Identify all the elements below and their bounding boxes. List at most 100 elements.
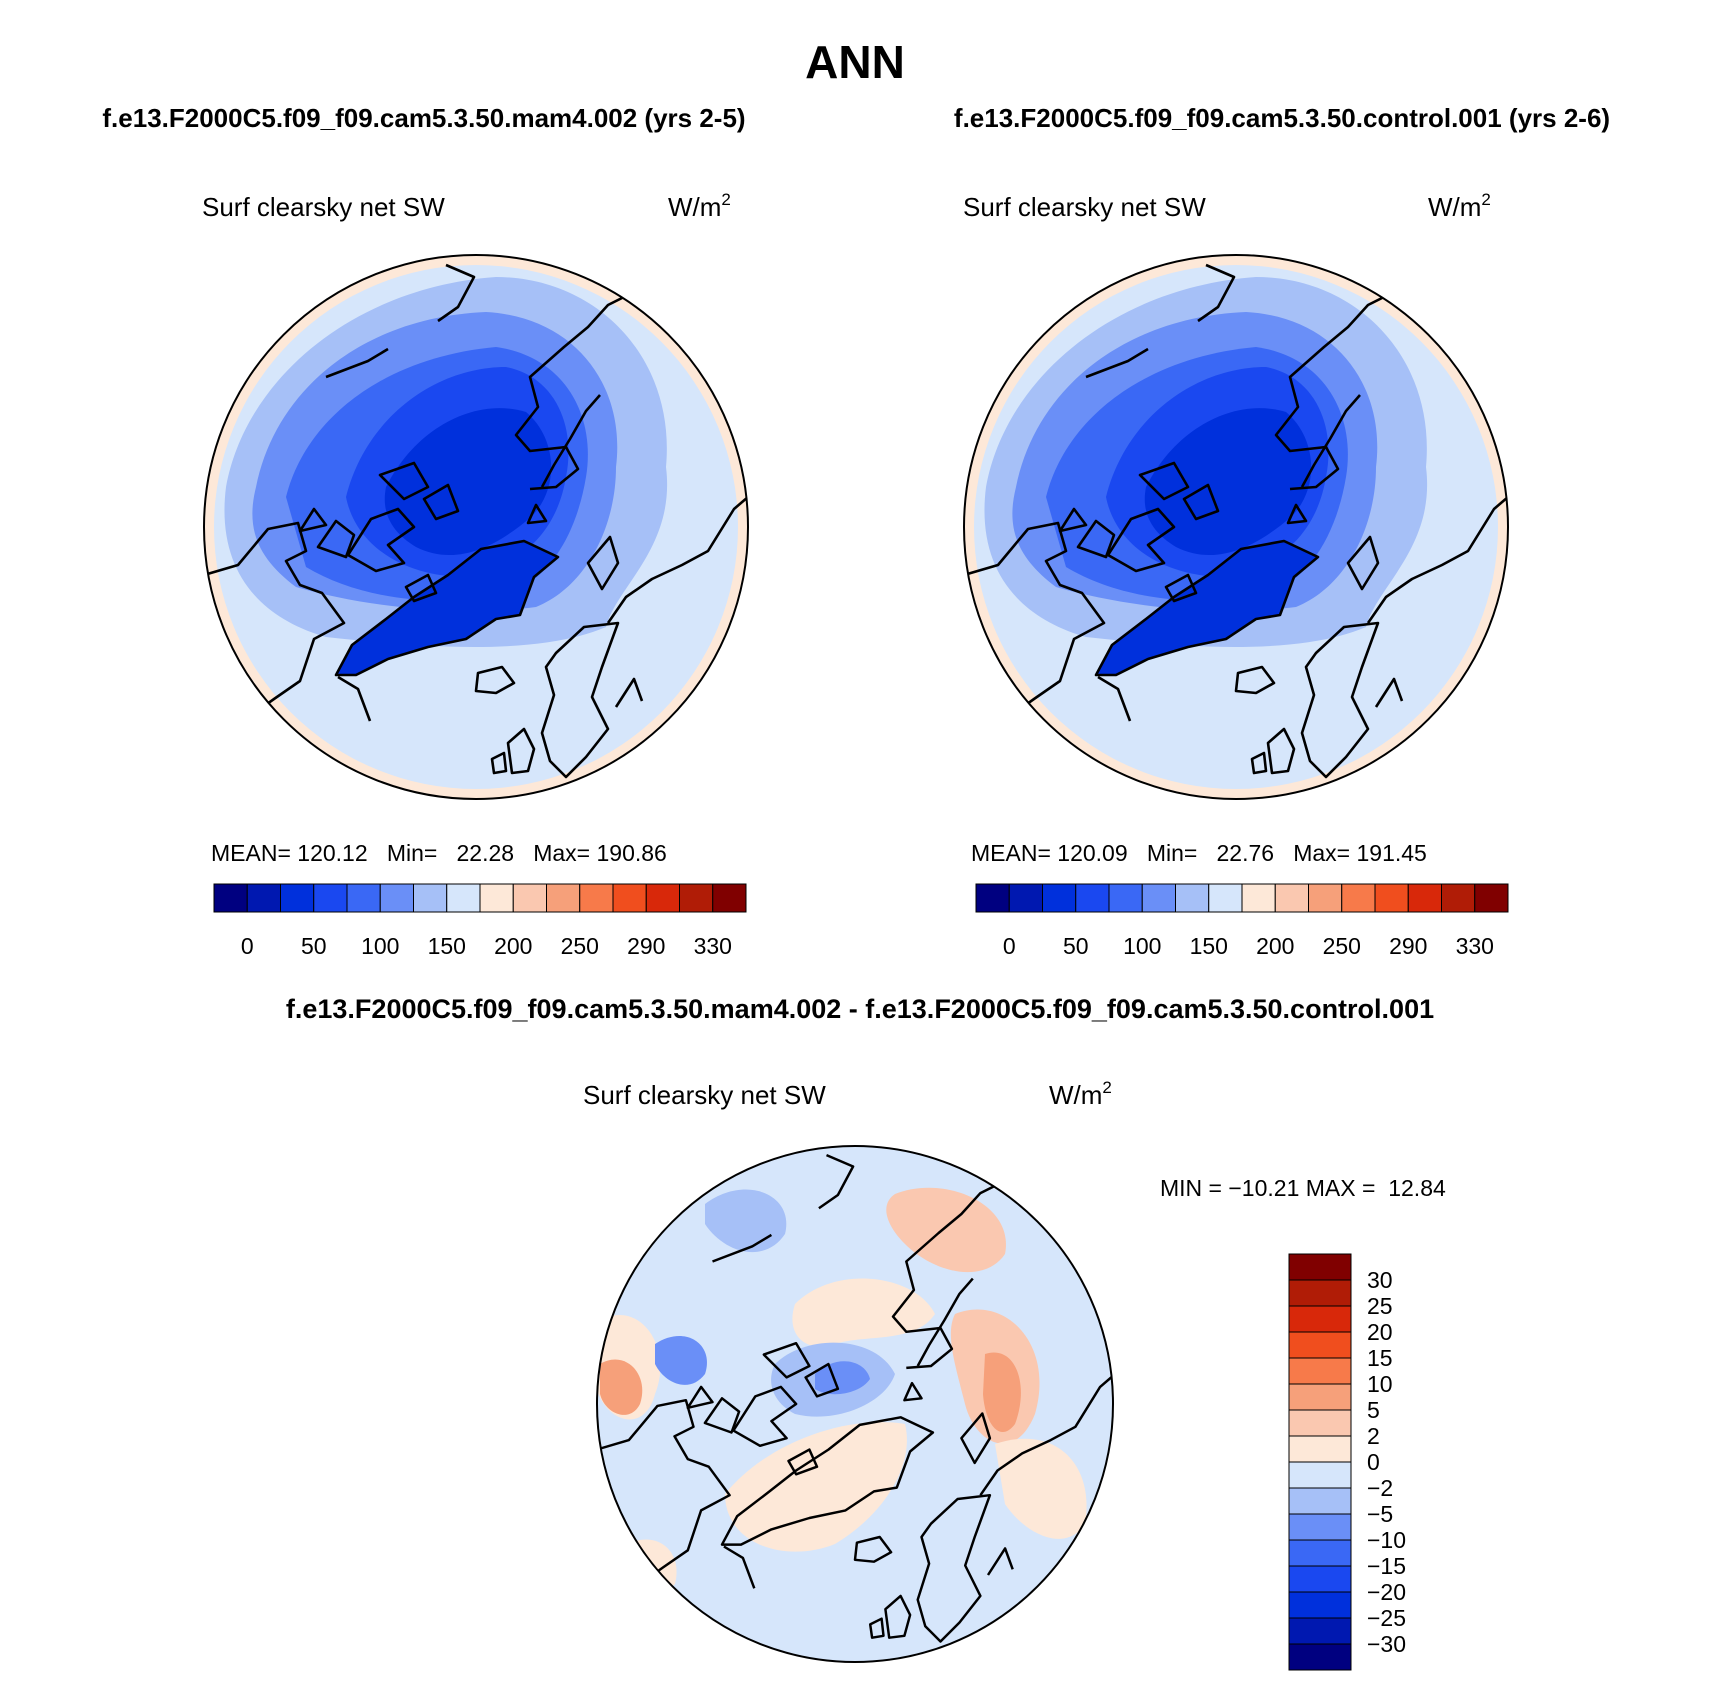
colorbar-swatch [512, 883, 547, 913]
colorbar-swatch [645, 883, 680, 913]
panel-1-max-label: Max= [533, 840, 590, 866]
subtitle-left: f.e13.F2000C5.f09_f09.cam5.3.50.mam4.002… [102, 103, 745, 133]
colorbar-tick-label: 0 [1367, 1449, 1380, 1475]
panel-1-map [203, 254, 749, 800]
colorbar-tick-label: 50 [301, 933, 327, 959]
colorbar-tick-label: 100 [361, 933, 399, 959]
panel-1-units-sup: 2 [721, 190, 730, 209]
panel-1-min-label: Min= [387, 840, 438, 866]
colorbar-swatch [1075, 883, 1110, 913]
subtitle-right: f.e13.F2000C5.f09_f09.cam5.3.50.control.… [954, 103, 1610, 133]
colorbar-swatch [712, 883, 747, 913]
panel-2-colorbar: 0 50 100 150 200 250 290 330 [975, 883, 1509, 959]
panel-1-stats: MEAN= 120.12 Min= 22.28 Max= 190.86 [211, 840, 667, 866]
colorbar-tick-label: 200 [494, 933, 532, 959]
colorbar-tick-label: 10 [1367, 1371, 1393, 1397]
colorbar-swatch [1374, 883, 1409, 913]
colorbar-tick-label: 50 [1063, 933, 1089, 959]
colorbar-swatch [1288, 1643, 1352, 1671]
colorbar-swatch [1288, 1253, 1352, 1281]
panel-2-variable-label: Surf clearsky net SW [963, 192, 1206, 222]
colorbar-swatch [413, 883, 448, 913]
panel-3-max-label: MAX = [1306, 1175, 1376, 1201]
colorbar-swatch [579, 883, 614, 913]
panel-3-max-value: 12.84 [1388, 1175, 1446, 1201]
colorbar-tick-label: −2 [1367, 1475, 1393, 1501]
colorbar-swatch [1288, 1383, 1352, 1411]
panel-3-units-sup: 2 [1102, 1078, 1111, 1097]
panel-1-mean-label: MEAN= [211, 840, 291, 866]
colorbar-swatch [1341, 883, 1376, 913]
colorbar-tick-label: 5 [1367, 1397, 1380, 1423]
colorbar-swatch [346, 883, 381, 913]
colorbar-swatch [1288, 1435, 1352, 1463]
colorbar-swatch [446, 883, 481, 913]
colorbar-swatch [1474, 883, 1509, 913]
panel-3-units-base: W/m [1049, 1080, 1102, 1110]
colorbar-tick-label: 330 [1456, 933, 1494, 959]
panel-2-units-sup: 2 [1481, 190, 1490, 209]
colorbar-tick-label: −20 [1367, 1579, 1406, 1605]
colorbar-tick-label: 0 [241, 933, 254, 959]
panel-1-max-value: 190.86 [597, 840, 667, 866]
colorbar-swatch [1441, 883, 1476, 913]
panel-3-min-label: MIN = [1160, 1175, 1222, 1201]
panel-1-min-value: 22.28 [456, 840, 514, 866]
panel-2-units-base: W/m [1428, 192, 1481, 222]
colorbar-swatch [1288, 1305, 1352, 1333]
panel-2-min-value: 22.76 [1216, 840, 1274, 866]
colorbar-swatch [1288, 1331, 1352, 1359]
panel-3-map [596, 1145, 1114, 1663]
colorbar-swatch [479, 883, 514, 913]
page-title: ANN [805, 36, 905, 88]
colorbar-swatch [213, 883, 248, 913]
colorbar-tick-label: 330 [694, 933, 732, 959]
colorbar-swatch [1208, 883, 1243, 913]
panel-control: Surf clearsky net SW W/m2 MEAN= 120.09 M… [963, 190, 1509, 959]
colorbar-tick-label: −5 [1367, 1501, 1393, 1527]
colorbar-swatch [280, 883, 315, 913]
colorbar-swatch [1288, 1617, 1352, 1645]
panel-2-mean-label: MEAN= [971, 840, 1051, 866]
panel-2-max-label: Max= [1293, 840, 1350, 866]
colorbar-swatch [612, 883, 647, 913]
colorbar-tick-label: 20 [1367, 1319, 1393, 1345]
colorbar-tick-label: 15 [1367, 1345, 1393, 1371]
panel-3-variable-label: Surf clearsky net SW [583, 1080, 826, 1110]
colorbar-tick-label: −15 [1367, 1553, 1406, 1579]
panel-1-units-base: W/m [668, 192, 721, 222]
colorbar-swatch [1288, 1357, 1352, 1385]
colorbar-tick-label: 290 [627, 933, 665, 959]
colorbar-tick-label: 0 [1003, 933, 1016, 959]
panel-2-map [963, 254, 1509, 800]
colorbar-tick-label: −25 [1367, 1605, 1406, 1631]
colorbar-swatch [679, 883, 714, 913]
colorbar-swatch [1308, 883, 1343, 913]
colorbar-swatch [1288, 1409, 1352, 1437]
panel-2-stats: MEAN= 120.09 Min= 22.76 Max= 191.45 [971, 840, 1427, 866]
colorbar-swatch [1288, 1565, 1352, 1593]
colorbar-swatch [1288, 1279, 1352, 1307]
colorbar-swatch [1141, 883, 1176, 913]
colorbar-tick-label: 100 [1123, 933, 1161, 959]
colorbar-swatch [1288, 1513, 1352, 1541]
panel-2-mean-value: 120.09 [1057, 840, 1127, 866]
colorbar-swatch [1241, 883, 1276, 913]
colorbar-swatch [1274, 883, 1309, 913]
panel-2-min-label: Min= [1147, 840, 1198, 866]
panel-3-units: W/m2 [1049, 1078, 1112, 1110]
colorbar-swatch [1042, 883, 1077, 913]
colorbar-swatch [1288, 1591, 1352, 1619]
colorbar-tick-label: 25 [1367, 1293, 1393, 1319]
colorbar-swatch [975, 883, 1010, 913]
panel-1-mean-value: 120.12 [297, 840, 367, 866]
colorbar-swatch [1108, 883, 1143, 913]
panel-3-min-value: −10.21 [1228, 1175, 1299, 1201]
colorbar-swatch [313, 883, 348, 913]
colorbar-swatch [1175, 883, 1210, 913]
panel-mam4: Surf clearsky net SW W/m2 MEAN= 120.12 M… [202, 190, 749, 959]
panel-1-colorbar: 0 50 100 150 200 250 290 330 [213, 883, 747, 959]
colorbar-tick-label: −10 [1367, 1527, 1406, 1553]
